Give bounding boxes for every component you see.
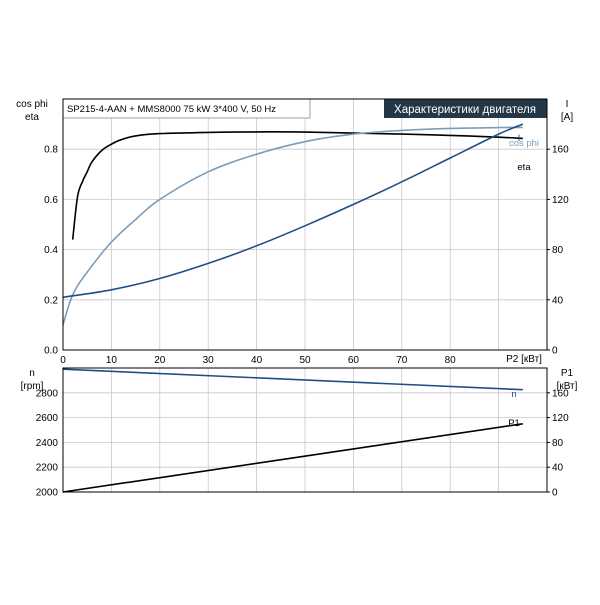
series-label-i: I [518,133,521,144]
x-tick-label: 0 [60,355,66,366]
series-line-eta [71,131,523,240]
left-tick-label: 2000 [36,488,59,499]
x-axis-label: P2 [кВт] [506,354,542,365]
bottom-plot-frame [62,367,548,493]
bottom-right-axis-label-bottom: [кВт] [557,381,578,392]
chart-title: Характеристики двигателя [394,104,536,116]
series-line-cos-phi [62,126,523,326]
bottom-grid [63,368,547,492]
right-tick-label: 80 [552,245,564,256]
right-axis-label-top: I [566,99,569,110]
x-tick-label: 60 [348,355,360,366]
left-tick-label: 0.4 [44,245,58,256]
right-tick-label: 0 [552,488,558,499]
series-label-p1: P1 [508,418,520,429]
left-tick-label: 0.8 [44,145,58,156]
top-plot-frame [62,98,548,351]
left-tick-label: 2600 [36,413,59,424]
x-tick-label: 20 [154,355,166,366]
right-tick-label: 40 [552,463,564,474]
left-axis-label-top: cos phi [16,99,48,110]
x-tick-label: 40 [251,355,263,366]
left-tick-label: 0.0 [44,346,58,357]
bottom-left-axis-label-bottom: [rpm] [21,381,44,392]
left-tick-label: 2800 [36,388,59,399]
series-line-P1 [62,423,523,493]
series-line-I [62,123,524,299]
bottom-series [62,368,523,493]
right-axis-label-bottom: [A] [561,112,573,123]
series-label-eta: eta [517,162,531,173]
right-tick-label: 0 [552,346,558,357]
right-tick-label: 120 [552,195,569,206]
left-tick-label: 0.2 [44,295,58,306]
x-tick-label: 50 [299,355,311,366]
right-tick-label: 120 [552,413,569,424]
series-label-cos-phi: cos phi [509,138,539,149]
left-tick-label: 2200 [36,463,59,474]
x-tick-label: 70 [396,355,408,366]
left-tick-label: 0.6 [44,195,58,206]
right-tick-label: 40 [552,295,564,306]
series-line-n [62,368,523,391]
tick-labels: 0.0 0.2 0.4 0.6 0.8 0 40 80 120 160 0 10 20 30 40 50 60 7… [36,145,569,499]
x-tick-label: 10 [106,355,118,366]
x-tick-label: 30 [203,355,215,366]
x-tick-label: 80 [445,355,457,366]
right-tick-label: 160 [552,145,569,156]
left-tick-label: 2400 [36,438,59,449]
right-tick-label: 80 [552,438,564,449]
title-box [384,99,547,118]
right-tick-label: 160 [552,388,569,399]
bottom-left-axis-label-top: n [29,368,35,379]
top-series [62,123,524,326]
bottom-right-axis-label-top: P1 [561,368,574,379]
series-label-n: n [511,389,516,400]
model-label: SP215-4-AAN + MMS8000 75 kW 3*400 V, 50 … [67,104,276,115]
left-axis-label-bottom: eta [25,112,39,123]
